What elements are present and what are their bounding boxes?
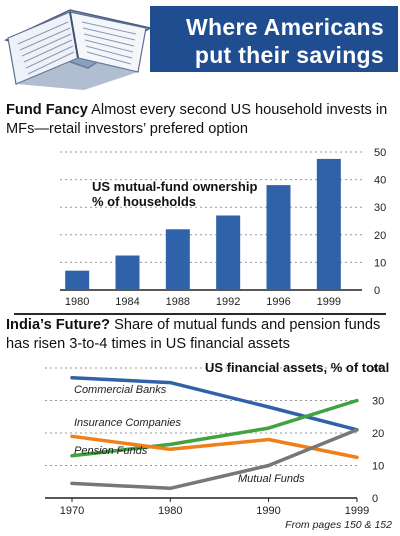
bar-y-tick-label: 50 (374, 147, 386, 159)
series-line (70, 428, 359, 491)
bar-chart-title-line-2: % of households (92, 194, 196, 209)
bar-y-tick-label: 10 (374, 257, 386, 269)
bar-x-tick-label: 1984 (115, 296, 139, 308)
bar-y-tick-label: 30 (374, 202, 386, 214)
series-line (70, 398, 359, 458)
section-divider (14, 313, 386, 315)
line-y-tick-label: 20 (372, 428, 384, 440)
bar (316, 158, 341, 290)
series-label: Mutual Funds (238, 473, 305, 485)
series-label: Insurance Companies (74, 417, 182, 429)
financial-assets-chart: 1970 1980 1990 1999 0 10 20 30 40 Commercial Ba… (45, 360, 389, 517)
section1-caption: Fund Fancy Almost every second US househ… (6, 101, 396, 139)
line-y-tick-label: 40 (372, 363, 384, 375)
series-line (70, 376, 359, 432)
line-x-tick-label: 1970 (60, 505, 84, 517)
bar-y-tick-label: 20 (374, 230, 386, 242)
bar (216, 215, 241, 290)
line-chart-title: US financial assets, % of total (205, 360, 389, 375)
bar-x-tick-label: 1999 (317, 296, 341, 308)
bar-y-tick-label: 40 (374, 175, 386, 187)
bar-x-tick-label: 1980 (65, 296, 89, 308)
line-x-tick-label: 1990 (256, 505, 280, 517)
line-y-tick-label: 30 (372, 396, 384, 408)
section1-kicker: Fund Fancy (6, 102, 88, 118)
bar (266, 185, 291, 290)
bar (115, 255, 140, 290)
series-label: Pension Funds (74, 445, 148, 457)
line-y-tick-label: 0 (372, 493, 378, 505)
title-line-1: Where Americans (186, 14, 384, 40)
bar (65, 270, 90, 290)
line-y-tick-label: 10 (372, 461, 384, 473)
open-book-icon (3, 9, 152, 90)
mutual-fund-ownership-chart: 1980 1984 1988 1992 1996 1999 0 10 20 30 40 50 US … (60, 147, 386, 308)
title-banner: Where Americans put their savings (150, 6, 398, 72)
bar (165, 229, 190, 290)
bar-x-tick-label: 1996 (266, 296, 290, 308)
section2-kicker: India’s Future? (6, 317, 111, 333)
header: Where Americans put their savings (0, 0, 400, 90)
section2-caption: India’s Future? Share of mutual funds an… (6, 316, 396, 354)
bar-y-tick-label: 0 (374, 285, 380, 297)
section2-text: Share of mutual funds and pension funds … (6, 317, 381, 352)
bar-chart-title-line-1: US mutual-fund ownership (92, 179, 257, 194)
line-x-tick-label: 1980 (158, 505, 182, 517)
source-note: From pages 150 & 152 (285, 519, 392, 531)
title-line-2: put their savings (194, 42, 384, 68)
line-x-tick-label: 1999 (345, 505, 369, 517)
section1-text: Almost every second US household invests… (6, 102, 388, 137)
bar-x-tick-label: 1988 (166, 296, 190, 308)
bar-x-tick-label: 1992 (216, 296, 240, 308)
series-label: Commercial Banks (74, 384, 167, 396)
